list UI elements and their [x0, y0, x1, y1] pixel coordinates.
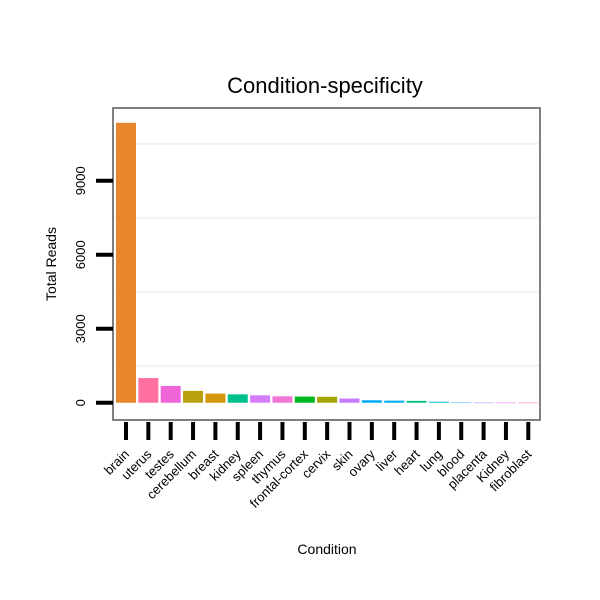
bar-frontal-cortex	[294, 396, 315, 403]
y-tick-label: 3000	[73, 314, 88, 343]
bar-blood	[451, 402, 472, 404]
bar-heart	[406, 400, 427, 403]
x-axis: brainuterustestescerebellumbreastkidneys…	[101, 422, 535, 511]
bar-uterus	[138, 378, 159, 403]
bar-testes	[160, 385, 181, 403]
y-axis: 0 3000 6000 9000	[73, 166, 113, 406]
bar-Kidney	[495, 402, 516, 404]
bar-spleen	[250, 395, 271, 403]
y-tick-label: 6000	[73, 240, 88, 269]
bar-liver	[384, 400, 405, 403]
bar-kidney	[227, 394, 248, 403]
gridlines	[114, 142, 539, 367]
bar-skin	[339, 398, 360, 403]
bars	[116, 122, 539, 404]
bar-breast	[205, 393, 226, 403]
bar-brain	[116, 122, 136, 403]
bar-placenta	[473, 402, 494, 404]
bar-fibroblast	[518, 402, 539, 404]
plot-area	[112, 107, 541, 421]
y-tick-label: 9000	[73, 166, 88, 195]
bar-lung	[428, 401, 449, 403]
y-tick-label: 0	[73, 399, 88, 406]
chart-title: Condition-specificity	[227, 73, 423, 98]
bar-ovary	[361, 400, 382, 403]
bar-thymus	[272, 396, 293, 403]
y-axis-title: Total Reads	[43, 227, 59, 301]
bar-cerebellum	[183, 390, 204, 403]
bar-cervix	[317, 396, 338, 403]
x-axis-title: Condition	[297, 541, 356, 557]
